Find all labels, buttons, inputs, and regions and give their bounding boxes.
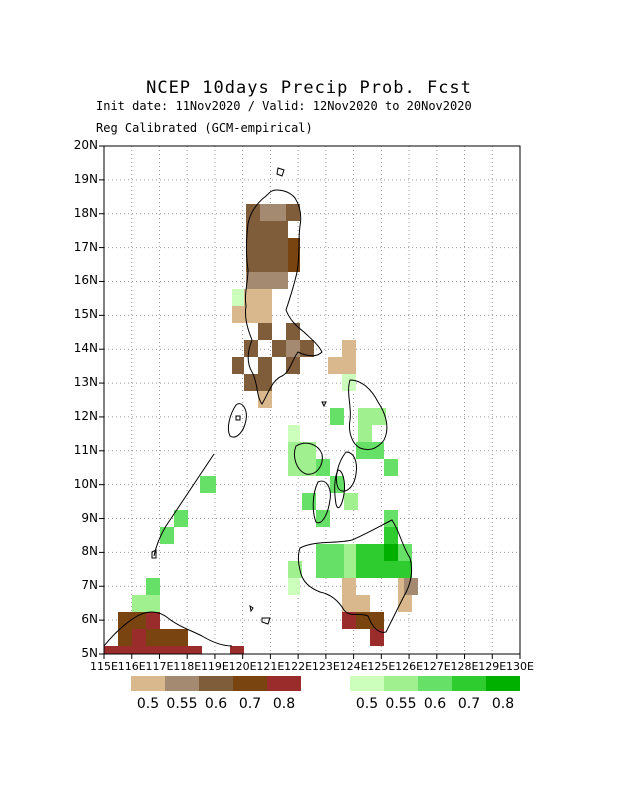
lon-label: 126E [395,660,424,673]
legend-value: 0.7 [457,696,481,712]
lon-label: 122E [284,660,313,673]
lat-label: 5N [81,646,98,660]
wet-legend-bar [350,676,520,691]
coastlines [103,167,413,647]
lon-label: 120E [228,660,257,673]
legend-swatch [384,676,418,691]
lon-label: 116E [117,660,146,673]
legend-value: 0.5 [355,696,379,712]
map-frame [103,145,521,655]
legend-swatch [165,676,199,691]
legend-swatch [199,676,233,691]
lat-label: 7N [81,578,98,593]
init-valid-subtitle: Init date: 11Nov2020 / Valid: 12Nov2020 … [96,99,472,113]
legend-swatch [486,676,520,691]
legend-value: 0.7 [238,696,262,712]
lat-label: 8N [81,544,98,559]
lon-label: 119E [200,660,229,673]
lat-label: 17N [73,239,98,254]
legend-value: 0.55 [166,696,198,712]
lon-label: 125E [367,660,396,673]
legend-swatch [267,676,301,691]
legend-value: 0.6 [204,696,228,712]
lat-label: 19N [73,171,98,186]
axis-ticks [99,145,521,659]
lon-label: 123E [311,660,340,673]
lat-label: 12N [73,408,98,423]
legend-swatch [452,676,486,691]
lat-label: 11N [73,442,98,457]
lat-label: 14N [73,341,98,356]
lon-label: 130E [506,660,534,673]
lon-label: 124E [339,660,368,673]
legend-swatch [131,676,165,691]
lat-label: 20N [73,138,98,152]
legend-value: 0.8 [491,696,515,712]
lat-label: 16N [73,273,98,288]
lat-label: 15N [73,307,98,322]
lon-label: 117E [145,660,174,673]
lon-label: 127E [422,660,451,673]
lat-label: 18N [73,205,98,220]
legend-value: 0.8 [272,696,296,712]
lat-lon-grid [104,146,520,654]
lat-label: 13N [73,375,98,390]
legend-swatch [418,676,452,691]
dry-probability-cells [104,204,418,654]
calibration-subtitle: Reg Calibrated (GCM-empirical) [96,121,313,135]
legend-value: 0.6 [423,696,447,712]
lat-label: 10N [73,476,98,491]
legend-value: 0.55 [385,696,417,712]
map-title: NCEP 10days Precip Prob. Fcst [146,78,472,98]
lon-label: 118E [173,660,202,673]
lon-label: 128E [450,660,479,673]
lat-label: 9N [81,510,98,525]
lon-label: 121E [256,660,285,673]
legend-value: 0.5 [136,696,160,712]
lon-label: 115E [90,660,118,673]
lon-label: 129E [478,660,507,673]
lat-label: 6N [81,612,98,627]
legend-swatch [350,676,384,691]
legend-swatch [233,676,267,691]
dry-legend-bar [131,676,301,691]
